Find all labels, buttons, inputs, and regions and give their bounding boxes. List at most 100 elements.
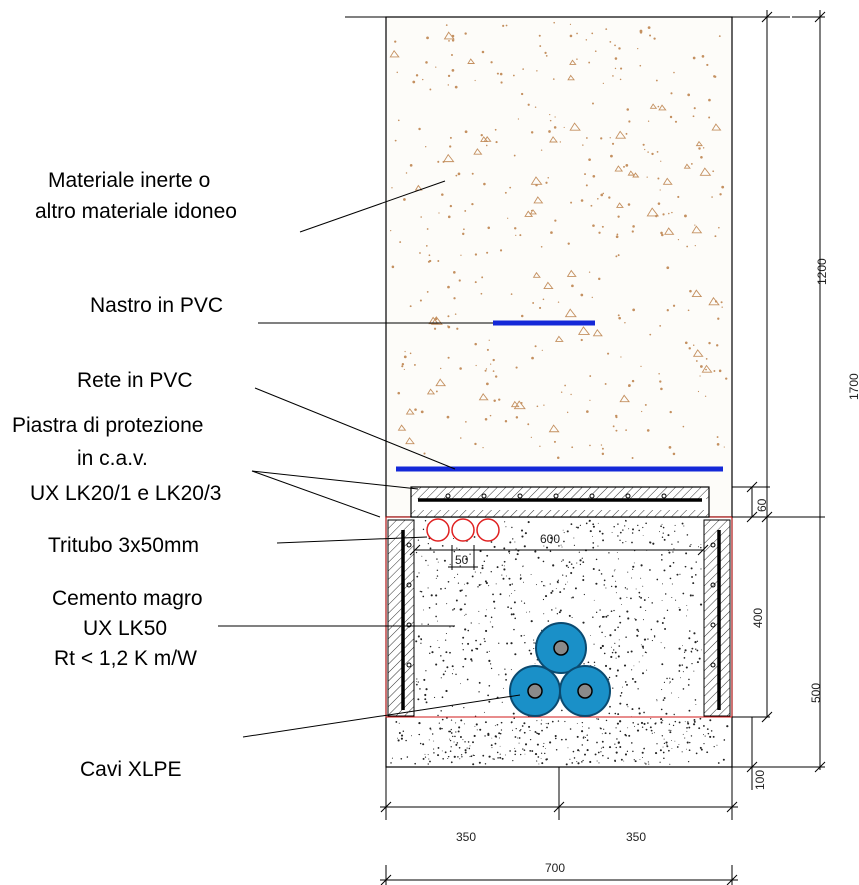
concrete-grain xyxy=(661,600,663,601)
aggregate-grain xyxy=(499,72,503,76)
concrete-grain xyxy=(463,723,465,725)
concrete-grain xyxy=(512,538,514,540)
aggregate-stone xyxy=(405,437,415,445)
concrete-grain xyxy=(634,618,637,621)
concrete-grain xyxy=(456,742,459,744)
concrete-grain xyxy=(640,721,644,725)
concrete-grain xyxy=(619,702,622,705)
concrete-grain xyxy=(503,568,506,571)
concrete-grain xyxy=(516,553,519,556)
aggregate-grain xyxy=(401,362,405,366)
aggregate-grain xyxy=(499,249,503,252)
aggregate-grain xyxy=(571,446,574,449)
concrete-grain xyxy=(493,600,496,603)
concrete-grain xyxy=(464,749,467,752)
concrete-grain xyxy=(550,591,553,594)
concrete-grain xyxy=(640,577,642,579)
concrete-grain xyxy=(619,730,622,732)
aggregate-grain xyxy=(517,118,520,120)
aggregate-grain xyxy=(659,189,661,191)
aggregate-grain xyxy=(576,58,578,60)
concrete-grain xyxy=(695,704,697,705)
concrete-grain xyxy=(433,752,435,754)
concrete-grain xyxy=(589,760,592,764)
concrete-grain xyxy=(499,732,502,735)
concrete-grain xyxy=(424,756,427,758)
concrete-grain xyxy=(543,584,545,587)
aggregate-grain xyxy=(716,344,719,347)
aggregate-stone xyxy=(649,103,658,109)
aggregate-stone xyxy=(711,123,722,131)
concrete-grain xyxy=(602,754,604,757)
concrete-grain xyxy=(656,743,658,745)
concrete-grain xyxy=(655,752,658,755)
backfill-area xyxy=(385,16,733,518)
concrete-grain xyxy=(661,688,663,691)
concrete-grain xyxy=(726,725,729,728)
concrete-grain xyxy=(693,670,695,672)
concrete-grain xyxy=(447,755,450,758)
aggregate-grain xyxy=(602,192,605,195)
aggregate-grain xyxy=(494,128,497,131)
aggregate-grain xyxy=(507,217,509,219)
concrete-grain xyxy=(615,657,617,659)
label-inert-2: altro materiale idoneo xyxy=(35,200,237,223)
aggregate-grain xyxy=(538,34,541,37)
concrete-grain xyxy=(678,606,680,608)
concrete-grain xyxy=(482,754,485,757)
aggregate-grain xyxy=(542,298,545,301)
concrete-grain xyxy=(452,609,454,611)
concrete-grain xyxy=(498,674,500,676)
concrete-grain xyxy=(669,677,671,679)
aggregate-grain xyxy=(549,113,551,116)
concrete-grain xyxy=(638,707,641,710)
concrete-grain xyxy=(704,735,706,737)
concrete-grain xyxy=(502,577,505,580)
aggregate-grain xyxy=(545,181,548,184)
concrete-grain xyxy=(510,669,512,671)
concrete-grain xyxy=(549,741,552,744)
concrete-grain xyxy=(642,655,644,657)
concrete-grain xyxy=(681,522,684,525)
concrete-grain xyxy=(444,587,446,590)
aggregate-grain xyxy=(534,106,537,108)
concrete-grain xyxy=(638,591,641,594)
concrete-grain xyxy=(579,559,582,562)
concrete-grain xyxy=(662,746,664,748)
concrete-grain xyxy=(616,738,618,740)
concrete-grain xyxy=(535,584,537,586)
concrete-grain xyxy=(609,705,611,708)
label-plate-2: in c.a.v. xyxy=(77,447,148,470)
aggregate-grain xyxy=(628,120,631,123)
concrete-grain xyxy=(688,749,691,752)
concrete-grain xyxy=(581,721,584,724)
aggregate-grain xyxy=(522,68,524,70)
concrete-grain xyxy=(560,738,563,741)
aggregate-stone xyxy=(699,167,712,176)
label-plate-1: Piastra di protezione xyxy=(12,414,203,437)
label-tritubo: Tritubo 3x50mm xyxy=(48,534,199,557)
concrete-grain xyxy=(576,722,578,724)
concrete-grain xyxy=(582,726,583,728)
concrete-grain xyxy=(556,613,559,615)
aggregate-grain xyxy=(656,150,659,153)
aggregate-grain xyxy=(706,63,709,67)
concrete-grain xyxy=(634,680,637,683)
aggregate-grain xyxy=(651,152,654,156)
concrete-grain xyxy=(712,735,715,738)
concrete-grain xyxy=(451,673,454,675)
aggregate-grain xyxy=(490,363,492,365)
concrete-grain xyxy=(488,755,491,758)
concrete-grain xyxy=(665,741,668,744)
concrete-grain xyxy=(618,639,620,641)
aggregate-grain xyxy=(631,379,635,383)
concrete-grain xyxy=(612,687,614,689)
concrete-grain xyxy=(613,649,615,651)
concrete-grain xyxy=(700,546,702,549)
aggregate-grain xyxy=(614,57,618,60)
aggregate-grain xyxy=(483,182,486,186)
concrete-grain xyxy=(609,667,612,670)
aggregate-grain xyxy=(657,105,660,108)
concrete-grain xyxy=(436,558,438,560)
concrete-grain xyxy=(690,544,692,546)
